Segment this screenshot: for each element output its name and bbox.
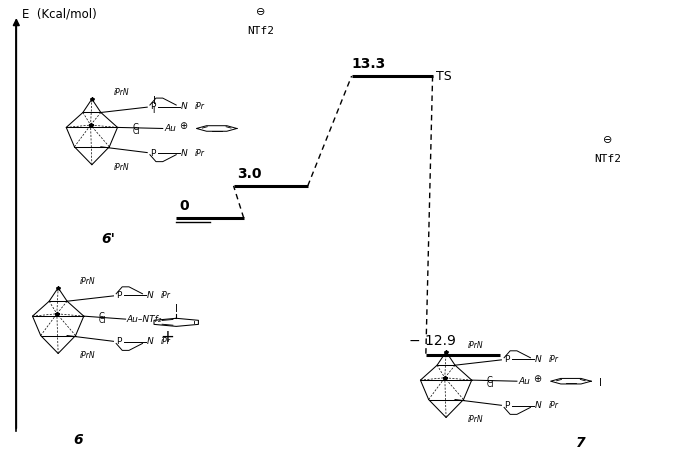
Text: iPrN: iPrN (468, 341, 483, 350)
Text: iPrN: iPrN (468, 415, 483, 425)
Text: iPrN: iPrN (113, 163, 129, 172)
Text: N: N (180, 102, 187, 111)
Text: E  (Kcal/mol): E (Kcal/mol) (22, 8, 96, 21)
Text: iPrN: iPrN (80, 277, 95, 286)
Text: iPr: iPr (195, 102, 204, 111)
Text: 6': 6' (102, 232, 115, 245)
Text: iPr: iPr (161, 338, 171, 346)
Text: P: P (150, 102, 155, 111)
Text: − 12.9: − 12.9 (409, 334, 456, 348)
Text: iPr: iPr (548, 401, 559, 410)
Text: N: N (147, 338, 153, 346)
Text: 7: 7 (576, 436, 586, 450)
Text: P: P (504, 401, 510, 410)
Text: Cl: Cl (133, 127, 140, 136)
Text: I: I (175, 304, 178, 314)
Text: 0: 0 (180, 198, 189, 213)
Text: N: N (180, 148, 187, 158)
Text: Au: Au (164, 124, 176, 133)
Text: P: P (150, 148, 155, 158)
Text: ⊖: ⊖ (256, 7, 265, 17)
Text: ⊕: ⊕ (533, 374, 541, 383)
Text: C: C (98, 311, 104, 321)
Text: ⊖: ⊖ (603, 135, 613, 145)
Text: 13.3: 13.3 (352, 57, 386, 71)
Text: I: I (152, 96, 155, 106)
Text: P: P (116, 291, 122, 300)
Text: C: C (486, 376, 492, 385)
Text: I: I (150, 106, 156, 115)
Text: iPrN: iPrN (113, 88, 129, 97)
Text: N: N (147, 291, 153, 300)
Text: NTf2: NTf2 (247, 26, 274, 36)
Text: P: P (504, 355, 510, 364)
Text: Cl: Cl (486, 380, 494, 389)
Text: iPr: iPr (161, 291, 171, 300)
Text: Au–NTf₂: Au–NTf₂ (127, 315, 163, 324)
Text: Cl: Cl (98, 316, 106, 325)
Text: iPr: iPr (548, 355, 559, 364)
Text: N: N (535, 355, 541, 364)
Text: TS: TS (436, 70, 451, 82)
Text: N: N (535, 401, 541, 410)
Text: P: P (116, 338, 122, 346)
Text: I: I (599, 378, 602, 388)
Text: C: C (133, 123, 138, 132)
Text: NTf2: NTf2 (594, 154, 622, 164)
Text: +: + (161, 328, 174, 346)
Text: iPrN: iPrN (80, 351, 95, 360)
Text: Au: Au (518, 376, 530, 386)
Text: ⊕: ⊕ (179, 121, 187, 131)
Text: 6: 6 (74, 433, 83, 447)
Text: iPr: iPr (195, 148, 204, 158)
Text: 3.0: 3.0 (237, 167, 262, 180)
